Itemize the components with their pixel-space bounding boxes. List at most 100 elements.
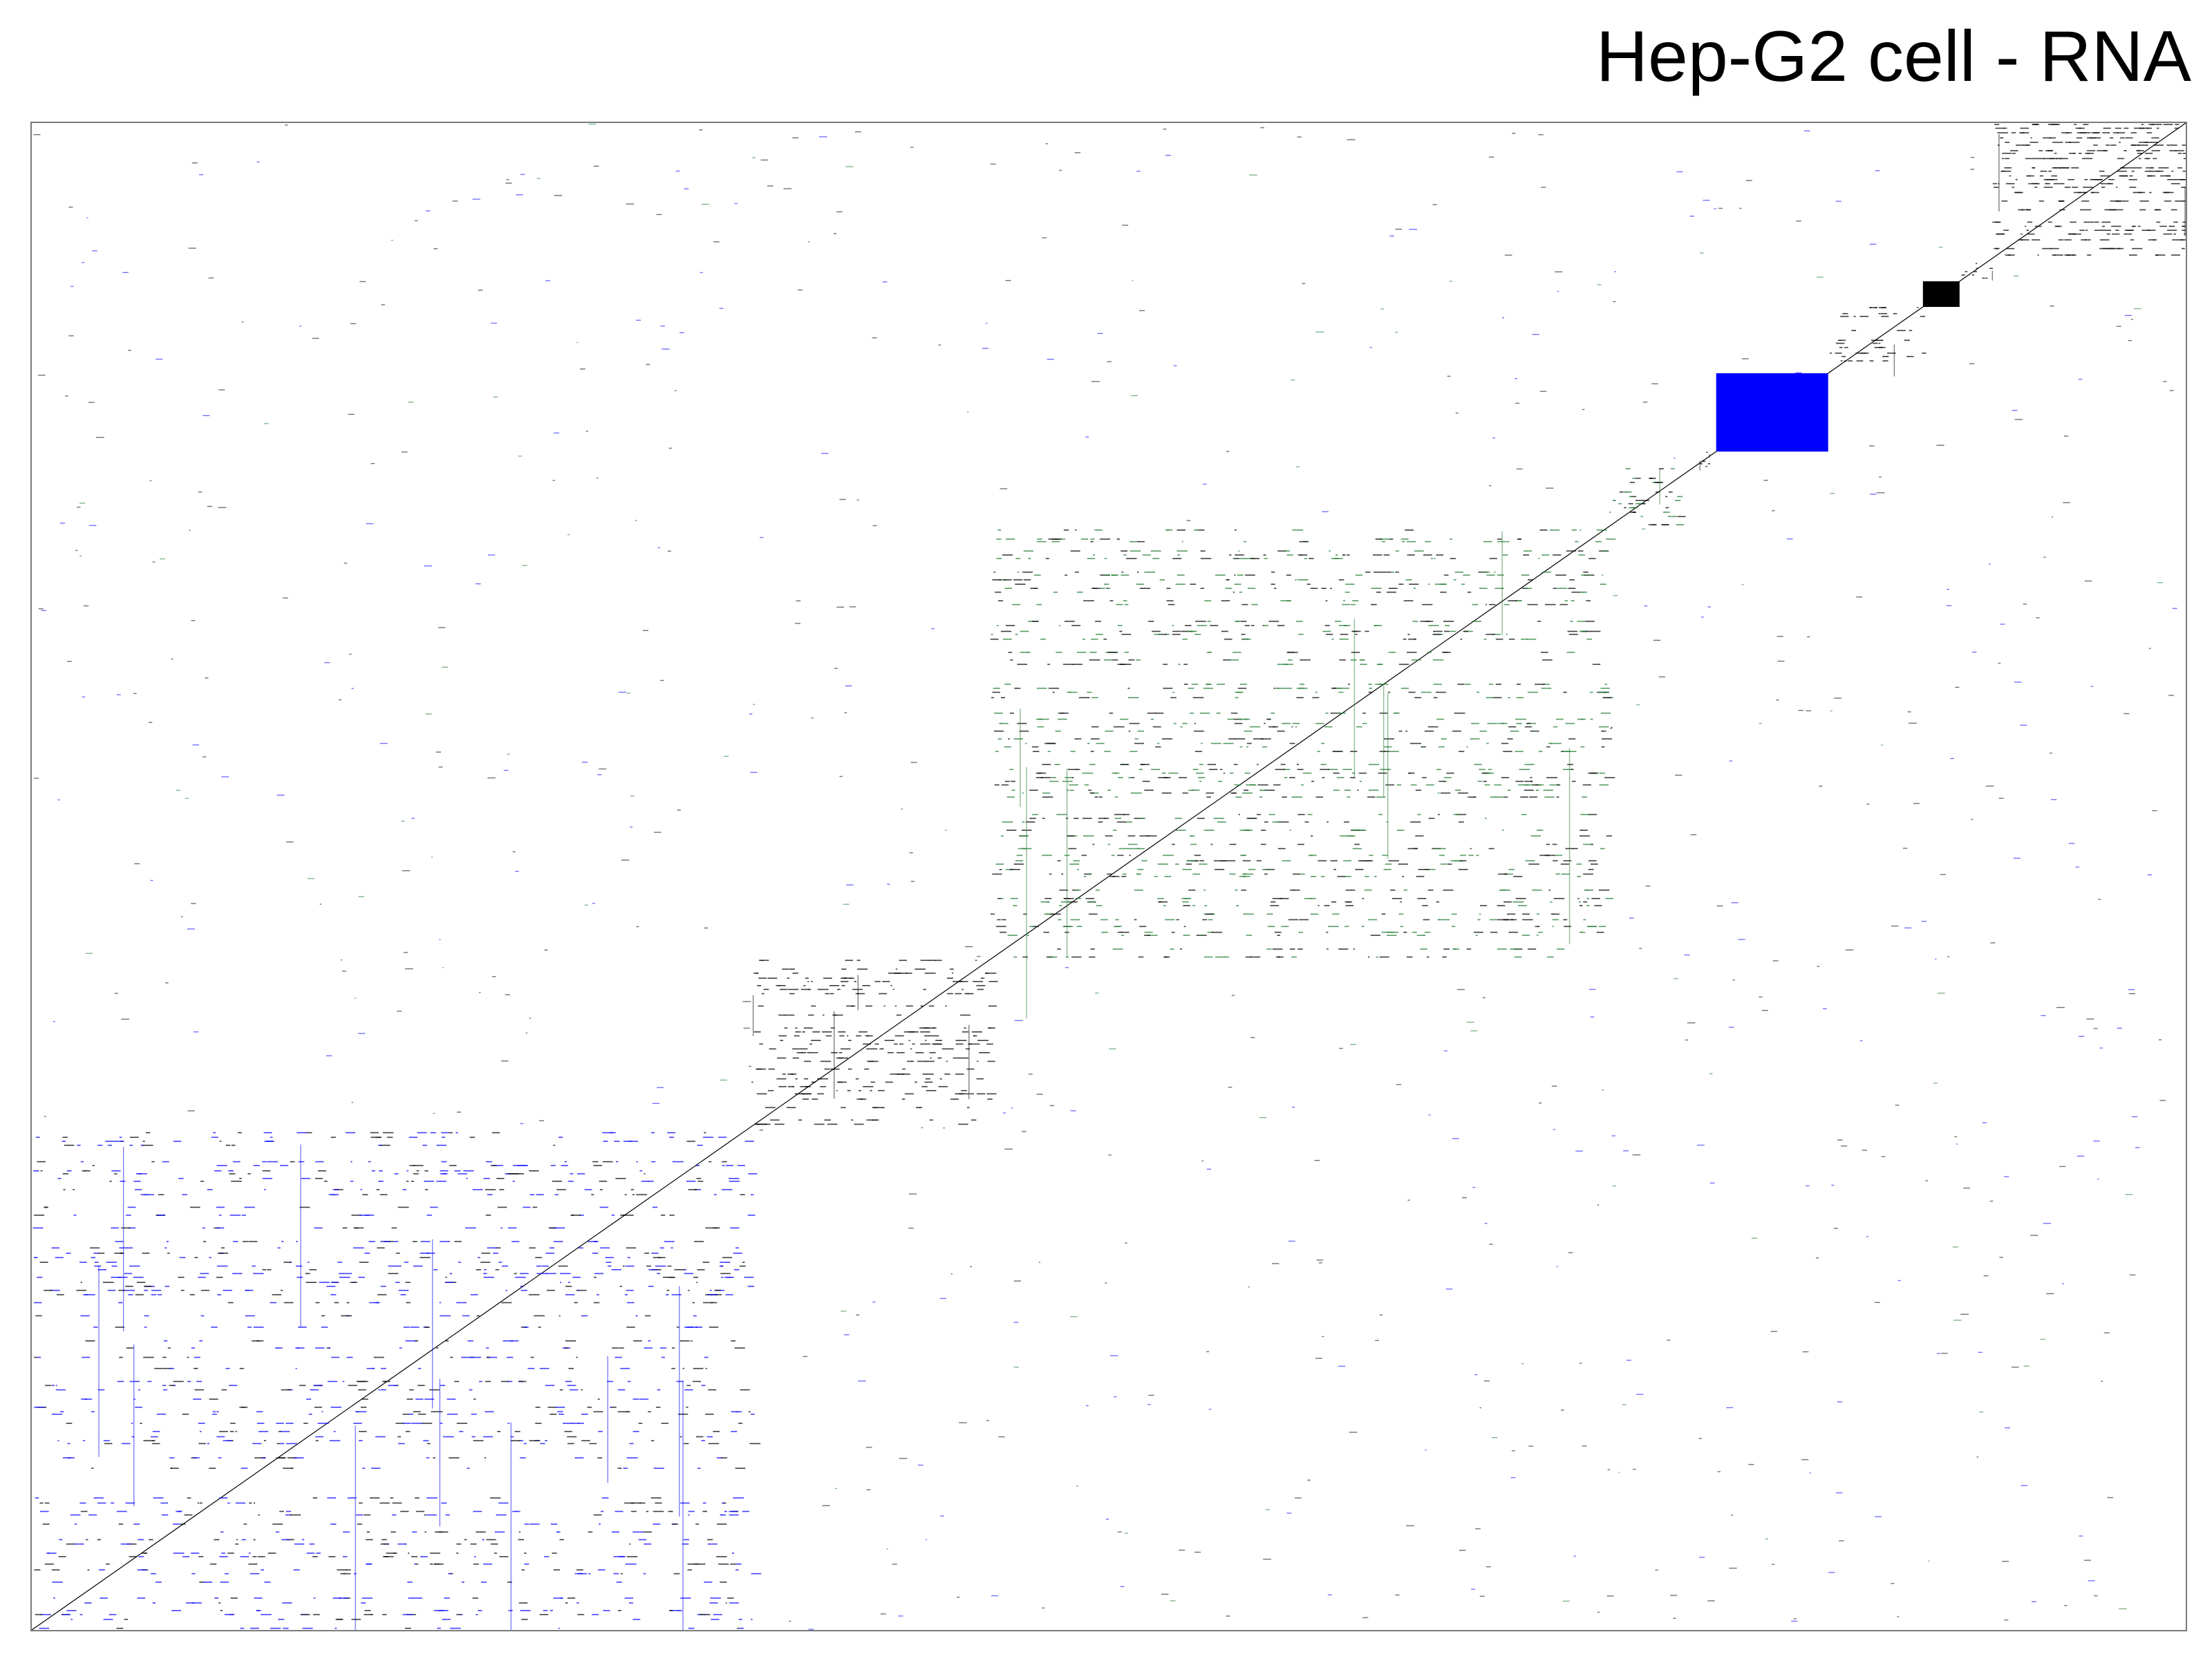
block-3-cell	[1602, 730, 1606, 732]
block-3-cell	[1245, 558, 1255, 559]
block-2-cell	[759, 959, 769, 962]
block-2-cell	[872, 1107, 883, 1109]
block-1-cell	[358, 1440, 363, 1441]
block-1-cell	[160, 1502, 168, 1504]
block-3-cell	[1373, 571, 1384, 573]
block-1-cell	[327, 1380, 337, 1382]
offdiag-cell	[899, 1458, 908, 1459]
block-1-cell	[418, 1414, 427, 1415]
block-4-cell	[1677, 516, 1686, 518]
block-3-cell	[1346, 554, 1350, 556]
block-1-cell	[347, 1497, 357, 1499]
block-1-cell	[709, 1602, 718, 1604]
block-10-cell	[2035, 158, 2045, 160]
block-3-cell	[1230, 792, 1237, 794]
block-3-cell	[1238, 814, 1240, 816]
block-3-cell	[1130, 751, 1138, 752]
block-3-cell	[1351, 651, 1360, 653]
block-10-cell	[2119, 137, 2125, 139]
block-1-cell	[599, 1524, 601, 1525]
block-3-cell	[1348, 684, 1350, 685]
block-10-cell	[2171, 209, 2177, 211]
block-1-cell	[253, 1165, 260, 1166]
block-1-cell	[350, 1282, 357, 1283]
offdiag-cell	[834, 233, 837, 234]
block-3-cell	[1519, 769, 1530, 770]
block-3-cell	[992, 873, 1002, 875]
block-3-cell	[1089, 956, 1096, 958]
block-1-cell	[567, 1597, 576, 1599]
block-7-cell	[1844, 360, 1847, 362]
block-3-cell	[1213, 818, 1224, 819]
block-3-cell	[1433, 697, 1438, 699]
block-3-cell	[1009, 712, 1014, 714]
block-3-cell	[1306, 583, 1311, 585]
block-10-cell	[1992, 182, 1997, 185]
block-3-cell	[1333, 687, 1336, 689]
block-3-cell	[1413, 638, 1416, 640]
block-10-cell	[2128, 254, 2137, 256]
block-1-cell	[413, 1165, 424, 1166]
block-3-cell	[1008, 738, 1010, 740]
block-2-cell	[822, 1031, 832, 1033]
block-3-cell	[1437, 919, 1441, 921]
block-3-cell	[1416, 935, 1425, 936]
block-3-cell	[1077, 869, 1079, 870]
block-3-cell	[1083, 835, 1094, 837]
offdiag-cell	[2128, 993, 2136, 995]
block-1-cell	[62, 1173, 68, 1174]
block-1-cell	[261, 1569, 264, 1571]
offdiag-cell	[2124, 713, 2130, 715]
block-1-cell	[657, 1273, 660, 1275]
block-1-cell	[553, 1241, 563, 1242]
block-3-cell	[1121, 571, 1124, 573]
block-3-cell	[1302, 772, 1312, 774]
block-3-cell	[1602, 738, 1613, 740]
offdiag-cell	[1879, 476, 1882, 478]
block-3-cell	[1089, 913, 1098, 915]
block-1-cell	[218, 1215, 222, 1216]
block-1-cell	[717, 1524, 727, 1525]
block-10-cell	[1994, 187, 1999, 188]
block-10-cell	[2074, 124, 2077, 125]
block-1-cell	[283, 1262, 291, 1263]
block-3-cell	[1137, 730, 1144, 732]
block-1-cell	[44, 1502, 50, 1504]
block-3-cell	[1199, 863, 1208, 865]
block-3-cell	[1386, 591, 1396, 593]
offdiag-cell	[1248, 1286, 1250, 1288]
offdiag-cell	[1553, 1129, 1556, 1130]
block-3-cell	[1183, 905, 1190, 906]
block-3-cell	[1405, 730, 1407, 732]
block-3-cell	[1523, 554, 1530, 556]
block-2-cell	[929, 1119, 933, 1121]
block-1-cell	[143, 1194, 154, 1196]
block-2-cell	[787, 977, 790, 979]
block-1-cell	[198, 1556, 204, 1557]
block-1-cell	[91, 1411, 95, 1413]
block-1-cell	[306, 1282, 317, 1283]
block-1-cell	[276, 1443, 280, 1445]
block-10-cell	[2052, 142, 2063, 143]
block-1-cell	[486, 1356, 490, 1358]
block-3-cell	[1032, 814, 1038, 816]
block-1-cell	[359, 1502, 363, 1504]
block-3-cell	[1235, 529, 1237, 531]
block-1-cell	[636, 1161, 638, 1163]
block-3-cell	[1356, 726, 1362, 728]
block-3-cell	[1179, 777, 1187, 778]
block-1-cell	[297, 1132, 308, 1134]
offdiag-cell	[1521, 1363, 1524, 1365]
block-3-cell	[1264, 558, 1268, 559]
offdiag-cell	[1369, 346, 1372, 348]
block-3-cell	[1537, 935, 1539, 936]
block-2-cell	[830, 1027, 835, 1029]
block-3-cell	[1022, 821, 1025, 823]
block-3-cell	[1155, 746, 1161, 748]
block-1-cell	[707, 1294, 718, 1295]
block-3-cell	[1182, 792, 1188, 794]
block-3-cell	[1353, 948, 1356, 950]
block-1-cell	[107, 1289, 116, 1291]
block-1-cell	[456, 1613, 462, 1615]
block-3-cell	[1522, 588, 1528, 589]
